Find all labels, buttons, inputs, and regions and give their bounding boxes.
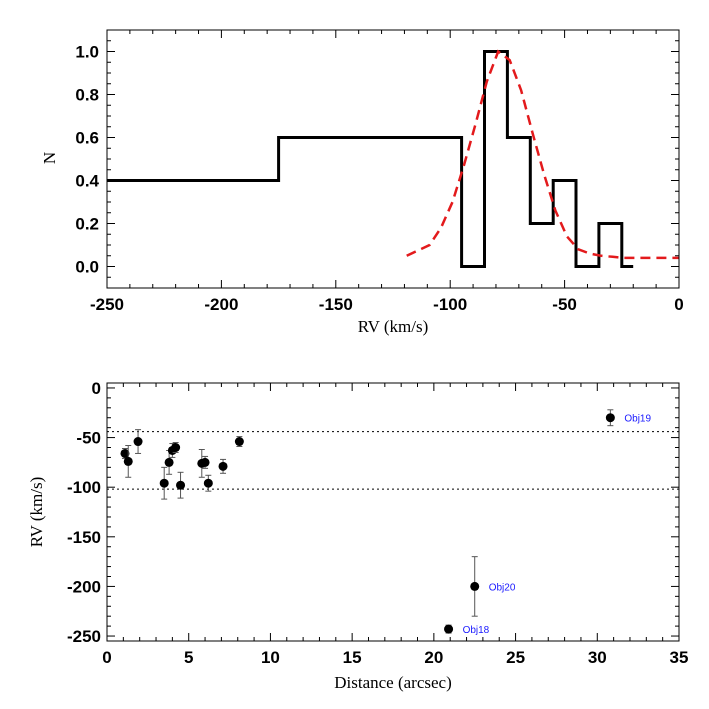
- histogram-y-axis-label: N: [40, 152, 59, 164]
- scatter-x-tick-label: 20: [424, 648, 443, 667]
- histogram-x-tick-label: 0: [674, 295, 683, 314]
- histogram-x-tick-label: -150: [319, 295, 353, 314]
- data-marker: [123, 456, 133, 466]
- histogram-y-tick-label: 0.6: [75, 129, 99, 148]
- data-marker: [171, 443, 181, 452]
- data-marker: [605, 413, 615, 423]
- scatter-plot-area: Obj18 Obj20 Obj19: [107, 409, 679, 636]
- scatter-x-tick-label: 15: [343, 648, 362, 667]
- scatter-x-axis-label: Distance (arcsec): [334, 673, 452, 692]
- rv-histogram-panel: -250 -200 -150 -100 -50 0 0.0 0.2 0.4 0.6 0.8 1.0 R…: [40, 29, 684, 336]
- data-marker: [176, 480, 186, 490]
- histogram-y-tick-label: 0.2: [75, 215, 99, 234]
- scatter-x-tick-label: 0: [102, 648, 111, 667]
- histogram-x-tick-label: -50: [552, 295, 577, 314]
- scatter-y-tick-label: -50: [76, 429, 101, 448]
- scatter-x-tick-label: 25: [506, 648, 525, 667]
- scatter-x-tick-label: 10: [261, 648, 280, 667]
- point-annotation: Obj18: [463, 625, 490, 636]
- data-point: Obj18: [444, 624, 490, 636]
- data-point: [218, 458, 228, 474]
- scatter-x-tick-label: 5: [184, 648, 193, 667]
- point-annotation: Obj20: [489, 582, 516, 593]
- data-point: [200, 455, 210, 469]
- histogram-plot-area: [107, 49, 679, 268]
- histogram-x-tick-label: -250: [90, 295, 124, 314]
- histogram-y-tick-label: 0.8: [75, 86, 99, 105]
- point-annotation: Obj19: [624, 414, 651, 425]
- scatter-x-tick-label: 30: [588, 648, 607, 667]
- data-marker: [444, 624, 454, 634]
- data-point: [203, 474, 213, 492]
- scatter-frame: [106, 382, 680, 642]
- scatter-y-tick-label: -150: [67, 528, 101, 547]
- scatter-y-tick-label: 0: [92, 379, 101, 398]
- histogram-x-tick-label: -200: [204, 295, 238, 314]
- data-marker: [234, 437, 244, 447]
- data-point: [176, 471, 186, 499]
- histogram-frame: [106, 29, 680, 289]
- histogram-y-tick-label: 0.4: [75, 172, 99, 191]
- histogram-ticks: -250 -200 -150 -100 -50 0 0.0 0.2 0.4 0.6 0.8 1.0: [75, 30, 684, 314]
- data-point: [123, 445, 133, 478]
- data-marker: [218, 461, 228, 471]
- histogram-step-line: [107, 50, 634, 268]
- data-point: Obj20: [470, 556, 516, 617]
- scatter-y-tick-label: -100: [67, 478, 101, 497]
- data-point: [171, 442, 181, 453]
- histogram-y-tick-label: 0.0: [75, 258, 99, 277]
- data-point: [133, 429, 143, 454]
- data-marker: [120, 448, 130, 458]
- data-point: [234, 436, 244, 448]
- histogram-x-tick-label: -100: [433, 295, 467, 314]
- histogram-y-tick-label: 1.0: [75, 43, 99, 62]
- data-marker: [159, 478, 169, 488]
- data-marker: [470, 581, 480, 591]
- rv-distance-panel: Obj18 Obj20 Obj19 0 5 10 15 20 25 30 35 0 -50 -100 -1…: [27, 379, 688, 692]
- data-marker: [164, 457, 174, 467]
- scatter-ticks: 0 5 10 15 20 25 30 35 0 -50 -100 -150 -200 -250: [67, 379, 688, 667]
- scatter-x-tick-label: 35: [670, 648, 689, 667]
- data-marker: [133, 437, 143, 447]
- histogram-x-axis-label: RV (km/s): [358, 317, 429, 336]
- data-point: [159, 466, 169, 500]
- scatter-y-axis-label: RV (km/s): [27, 477, 46, 548]
- scatter-y-tick-label: -200: [67, 577, 101, 596]
- data-marker: [200, 457, 210, 467]
- data-marker: [203, 478, 213, 488]
- scatter-y-tick-label: -250: [67, 627, 101, 646]
- data-point: Obj19: [605, 409, 651, 427]
- gaussian-fit-dashed-line: [406, 49, 679, 260]
